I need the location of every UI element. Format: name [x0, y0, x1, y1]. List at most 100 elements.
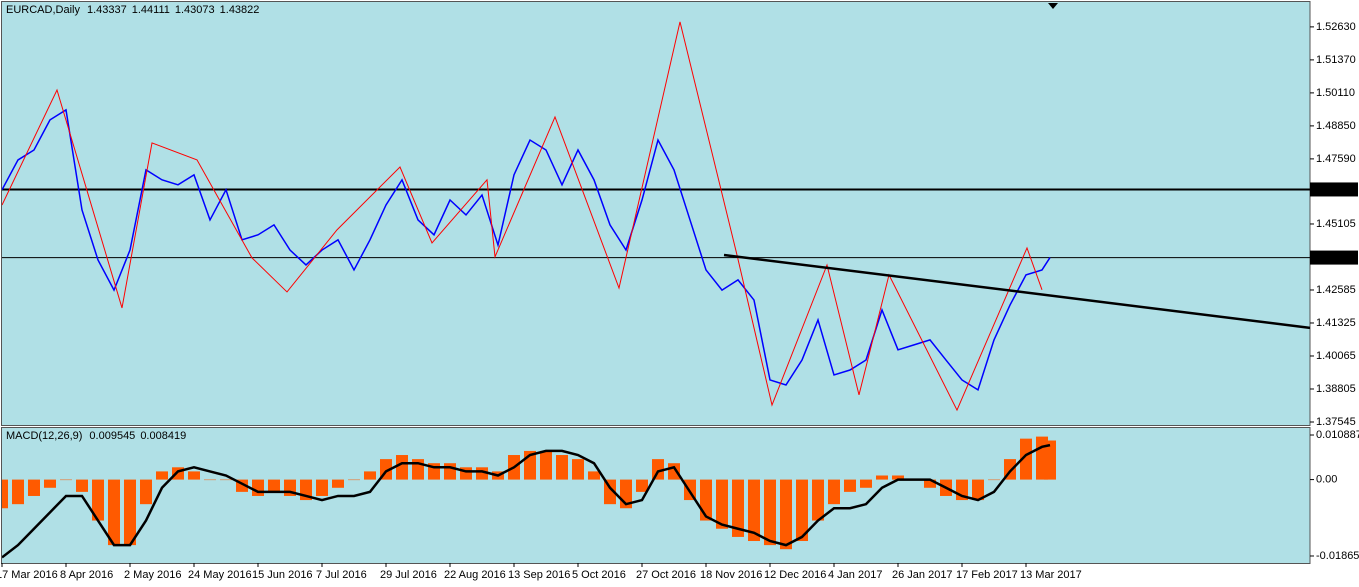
header-value: 0.008419 [140, 430, 186, 442]
axes: 1.52630 1.51370 1.50110 1.48850 1.47590 1.451… [0, 4, 1359, 581]
histogram-bar [60, 479, 72, 481]
histogram-bar [556, 455, 568, 480]
y-tick-label: 1.42585 [1316, 284, 1356, 296]
histogram-bar [252, 479, 264, 496]
histogram-bar [876, 475, 888, 480]
histogram-bar [972, 479, 984, 501]
histogram-bar [732, 479, 744, 537]
x-tick-label: 18 Nov 2016 [700, 569, 762, 581]
y-tick-label: -0.018657 [1316, 550, 1359, 562]
histogram-bar [748, 479, 760, 542]
histogram-bar [716, 479, 728, 529]
x-tick-label: 26 Jan 2017 [892, 569, 953, 581]
histogram-bar [844, 479, 856, 492]
histogram-bar [28, 479, 40, 496]
y-tick-label: 1.37545 [1316, 416, 1356, 428]
histogram-bar [204, 479, 216, 481]
histogram-bar [988, 479, 1000, 481]
histogram-bar [188, 471, 200, 480]
x-tick-label: 29 Jul 2016 [380, 569, 437, 581]
histogram-bar [540, 450, 552, 480]
y-tick-label: 1.41325 [1316, 317, 1356, 329]
histogram-bar [796, 479, 808, 542]
histogram-bar [140, 479, 152, 505]
x-tick-label: 7 Jul 2016 [316, 569, 367, 581]
x-tick-label: 8 Apr 2016 [60, 569, 113, 581]
y-tick-label: 1.48850 [1316, 120, 1356, 132]
histogram-bar [2, 479, 8, 509]
histogram-bar [1044, 440, 1056, 480]
histogram-bar [860, 479, 872, 488]
histogram-bar [892, 475, 904, 480]
x-tick-label: 15 Jun 2016 [252, 569, 313, 581]
histogram-bar [364, 471, 376, 480]
y-tick-label: 1.52630 [1316, 21, 1356, 33]
header-value: 1.43822 [220, 4, 260, 16]
y-tick-label: 1.38805 [1316, 383, 1356, 395]
histogram-bar [12, 479, 24, 505]
macd-plot [2, 436, 1056, 559]
histogram-bar [124, 479, 136, 546]
histogram-bar [1020, 438, 1032, 480]
price-label: 1.43822 [1316, 251, 1356, 263]
y-tick-label: 1.50110 [1316, 87, 1355, 99]
y-tick-label: 0.00 [1316, 473, 1337, 485]
y-tick-label: 1.51370 [1316, 54, 1356, 66]
header-value: 1.43073 [175, 4, 215, 16]
histogram-bar [588, 471, 600, 480]
y-tick-label: 1.45105 [1316, 218, 1356, 230]
histogram-bar [316, 479, 328, 496]
histogram-bar [924, 479, 936, 488]
y-tick-label: 1.40065 [1316, 350, 1356, 362]
histogram-bar [156, 471, 168, 480]
price-label-box [1310, 250, 1358, 265]
histogram-bar [348, 479, 360, 481]
y-tick-label: 1.47590 [1316, 153, 1356, 165]
header-value: 0.009545 [89, 430, 135, 442]
header-value: 1.44111 [132, 4, 170, 16]
histogram-bar [668, 463, 680, 480]
histogram-bar [220, 479, 232, 481]
trend-line [723, 253, 1310, 330]
histogram-bar [780, 479, 792, 550]
histogram-bar [828, 479, 840, 505]
shift-marker [1048, 3, 1058, 9]
x-tick-label: 17 Mar 2016 [0, 569, 58, 581]
header-value: 1.43337 [87, 4, 127, 16]
histogram-bar [604, 479, 616, 505]
histogram-bar [332, 479, 344, 488]
indicator-title: MACD(12,26,9) [6, 430, 82, 442]
histogram-bar [76, 479, 88, 492]
histogram-bar [444, 463, 456, 480]
price-label: 1.46423 [1316, 183, 1356, 195]
signal-line [2, 443, 1051, 559]
zigzag-line [2, 21, 1043, 412]
histogram-bar [812, 479, 824, 521]
x-tick-label: 17 Feb 2017 [956, 569, 1018, 581]
price-line [2, 108, 1051, 392]
histogram-bar [92, 479, 104, 521]
x-tick-label: 24 May 2016 [188, 569, 252, 581]
x-tick-label: 13 Mar 2017 [1020, 569, 1082, 581]
histogram-bar [572, 459, 584, 480]
x-tick-label: 5 Oct 2016 [572, 569, 626, 581]
x-tick-label: 12 Dec 2016 [764, 569, 826, 581]
x-tick-label: 27 Oct 2016 [636, 569, 696, 581]
histogram-bar [268, 479, 280, 492]
price-label-box [1310, 182, 1358, 197]
x-tick-label: 13 Sep 2016 [508, 569, 570, 581]
price-panel [1, 1, 1311, 426]
histogram-bar [636, 479, 648, 492]
price-plot [2, 21, 1310, 412]
histogram-bar [764, 479, 776, 546]
indicator-title: EURCAD,Daily [6, 4, 80, 16]
x-tick-label: 22 Aug 2016 [444, 569, 506, 581]
x-tick-label: 4 Jan 2017 [828, 569, 882, 581]
histogram-bar [396, 455, 408, 480]
histogram-bar [44, 479, 56, 488]
macd-panel [1, 427, 1311, 564]
y-tick-label: 0.010887 [1316, 429, 1359, 441]
histogram-bar [108, 479, 120, 546]
x-tick-label: 2 May 2016 [124, 569, 181, 581]
